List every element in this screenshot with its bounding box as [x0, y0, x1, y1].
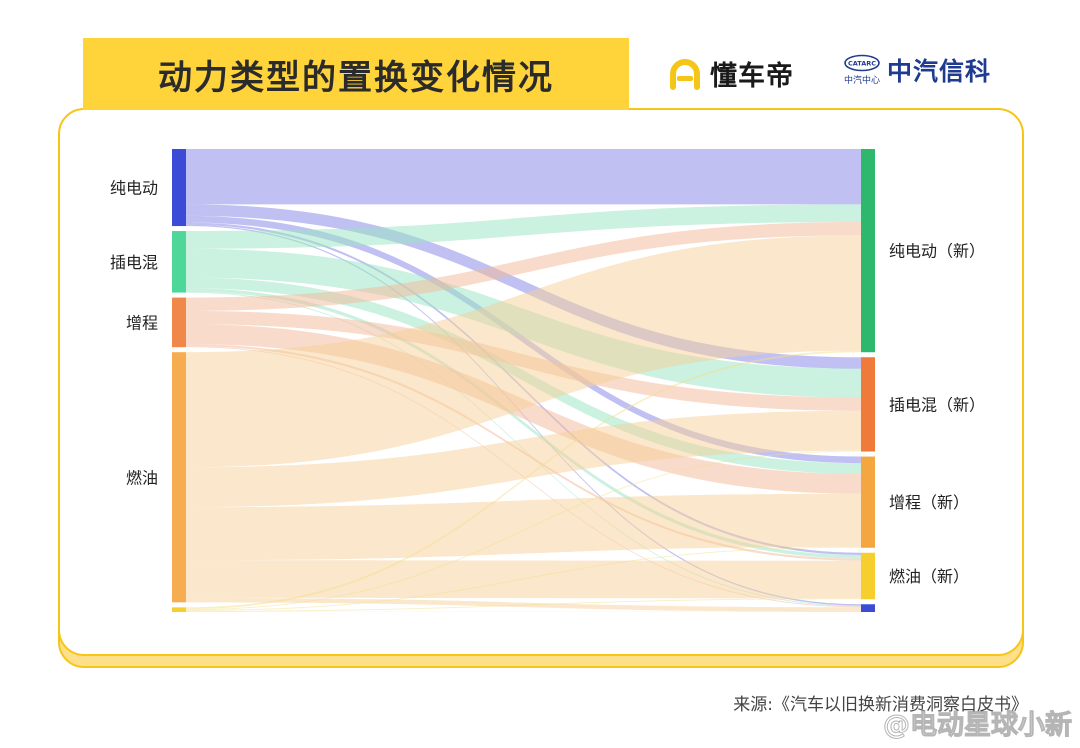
target-node-1 [861, 357, 875, 452]
source-label-1: 插电混 [110, 253, 158, 272]
target-node-4 [861, 604, 875, 612]
source-node-3 [172, 352, 186, 603]
title-banner: 动力类型的置换变化情况 [83, 38, 629, 110]
dongchedi-logo-icon [670, 58, 700, 90]
flow-link-1-0 [186, 204, 861, 249]
target-label-2: 增程（新） [889, 493, 969, 512]
catarc-badge-icon: CATARC [844, 54, 880, 72]
flow-link-4-3 [186, 598, 861, 612]
sankey-links [186, 149, 861, 612]
flow-link-4-1 [186, 450, 861, 611]
flow-link-2-0 [186, 222, 861, 311]
sankey-nodes [172, 149, 875, 612]
catarc-badge: CATARC 中汽中心 [843, 54, 881, 86]
source-node-0 [172, 149, 186, 227]
catarc-sub-text: 中汽中心 [843, 76, 880, 86]
flow-link-4-0 [186, 350, 861, 610]
catarc-name-text: 中汽信科 [887, 57, 992, 86]
watermark-text: @电动星球小新 [883, 710, 1073, 742]
flow-link-3-2 [186, 493, 861, 561]
catarc-badge-text: CATARC [848, 60, 876, 68]
flow-link-2-2 [186, 324, 861, 494]
dongchedi-logo: 懂车帝 [668, 54, 794, 93]
source-label-0: 纯电动 [110, 179, 158, 198]
source-node-1 [172, 231, 186, 293]
flow-link-0-0 [186, 149, 861, 205]
flow-link-3-1 [186, 410, 861, 508]
target-node-2 [861, 456, 875, 548]
source-node-2 [172, 297, 186, 348]
flow-link-3-0 [186, 235, 861, 468]
source-label-3: 燃油 [126, 468, 158, 487]
flow-link-4-2 [186, 546, 861, 611]
catarc-logo: CATARC 中汽中心 中汽信科 [843, 52, 991, 88]
target-label-3: 燃油（新） [889, 567, 969, 586]
target-node-3 [861, 552, 875, 600]
source-note: 来源:《汽车以旧换新消费洞察白皮书》 [733, 695, 1028, 715]
page-title: 动力类型的置换变化情况 [158, 57, 554, 98]
source-node-4 [172, 607, 186, 612]
source-label-2: 增程 [126, 313, 158, 332]
target-label-0: 纯电动（新） [889, 242, 985, 261]
dongchedi-logo-text: 懂车帝 [710, 61, 794, 92]
target-node-0 [861, 149, 875, 353]
flow-link-0-1 [186, 204, 861, 369]
flow-link-1-3 [186, 288, 861, 559]
target-label-1: 插电混（新） [889, 395, 985, 414]
